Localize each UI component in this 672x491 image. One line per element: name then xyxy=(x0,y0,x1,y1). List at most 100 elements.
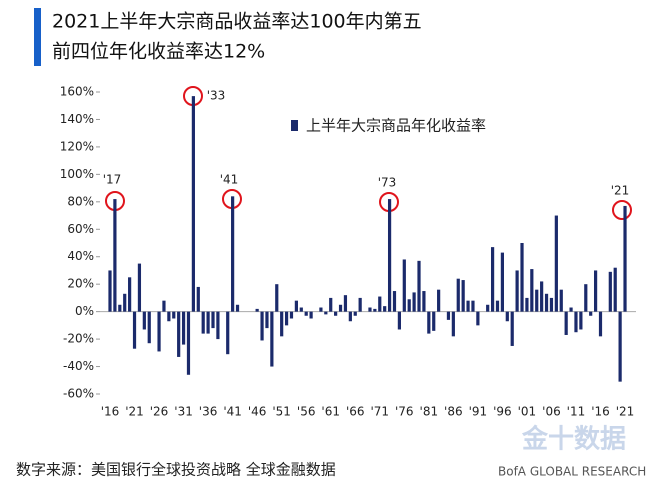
bar xyxy=(495,300,500,312)
bar xyxy=(387,199,392,312)
highlight-circles xyxy=(105,86,632,220)
bar xyxy=(383,306,387,312)
bar xyxy=(500,252,504,312)
x-tick-label: '31 xyxy=(174,405,193,419)
bar xyxy=(358,297,362,312)
bar xyxy=(157,311,161,352)
legend-label: 上半年大宗商品年化收益率 xyxy=(306,117,486,135)
bar xyxy=(343,295,348,312)
x-tick-label: '96 xyxy=(493,405,512,419)
x-tick-label: '76 xyxy=(395,405,414,419)
bar xyxy=(515,270,519,312)
bar xyxy=(348,311,352,322)
annotation: '17 xyxy=(103,173,122,187)
bar xyxy=(427,311,431,334)
bar xyxy=(554,215,558,312)
bar xyxy=(574,311,578,333)
bar xyxy=(451,311,455,337)
x-tick-label: '36 xyxy=(199,405,218,419)
bar xyxy=(206,311,210,334)
bar xyxy=(304,311,308,316)
y-tick-label: -40% xyxy=(63,359,94,373)
x-tick-label: '26 xyxy=(150,405,169,419)
bar xyxy=(535,289,539,312)
bar xyxy=(191,96,195,312)
bar xyxy=(147,311,151,344)
annotation: '41 xyxy=(220,173,239,187)
bar xyxy=(201,311,205,334)
x-tick-label: '16 xyxy=(101,405,120,419)
x-tick-label: '06 xyxy=(542,405,561,419)
bar xyxy=(579,311,583,330)
bar xyxy=(593,270,598,312)
y-tick-label: 0% xyxy=(75,304,94,318)
bar xyxy=(618,311,622,382)
bar xyxy=(338,304,343,312)
bar xyxy=(598,311,603,337)
y-tick-label: -20% xyxy=(63,332,94,346)
bar xyxy=(397,311,401,330)
bar xyxy=(490,247,495,312)
bar xyxy=(275,284,279,312)
bar xyxy=(186,311,191,375)
bar xyxy=(137,263,142,312)
y-tick-label: 40% xyxy=(67,249,94,263)
bar xyxy=(525,297,529,312)
bar xyxy=(353,311,357,316)
title-accent xyxy=(34,8,41,66)
bar xyxy=(402,259,406,312)
chart-subtitle: 前四位年化收益率达12% xyxy=(52,41,265,63)
bar xyxy=(162,300,166,312)
y-tick-label: 80% xyxy=(67,194,94,208)
bar xyxy=(226,311,230,355)
legend-swatch xyxy=(291,120,298,131)
x-tick-label: '41 xyxy=(223,405,242,419)
bar xyxy=(255,308,259,312)
bar xyxy=(132,311,137,349)
x-tick-label: '16 xyxy=(591,405,610,419)
bar xyxy=(471,300,475,312)
bar xyxy=(466,300,470,312)
x-tick-label: '81 xyxy=(420,405,439,419)
bar xyxy=(142,311,146,330)
y-tick-label: 60% xyxy=(67,222,94,236)
bar xyxy=(319,307,323,312)
bar xyxy=(118,304,122,312)
bar xyxy=(235,304,240,312)
bar xyxy=(324,311,328,315)
bar xyxy=(544,293,549,312)
y-tick-label: 100% xyxy=(60,167,94,181)
bar xyxy=(294,300,298,312)
bar xyxy=(520,243,524,312)
x-tick-label: '11 xyxy=(567,405,586,419)
source: 数字来源：美国银行全球投资战略 全球金融数据 xyxy=(16,461,336,479)
annotation: '73 xyxy=(378,176,397,190)
x-tick-label: '71 xyxy=(370,405,389,419)
bar xyxy=(569,307,573,312)
bar xyxy=(446,311,451,320)
bar xyxy=(373,308,377,312)
bar xyxy=(608,271,612,312)
bar xyxy=(128,277,132,312)
bar xyxy=(564,311,568,335)
bar xyxy=(486,304,490,312)
bar xyxy=(422,291,426,312)
bar xyxy=(559,289,563,312)
x-tick-label: '86 xyxy=(444,405,463,419)
annotation: '33 xyxy=(207,89,226,103)
chart-title: 2021上半年大宗商品收益率达100年内第五 xyxy=(52,11,422,33)
bar xyxy=(270,311,274,367)
bar xyxy=(530,269,534,312)
x-tick-label: '46 xyxy=(248,405,267,419)
bar xyxy=(623,205,627,312)
bar xyxy=(334,311,338,316)
x-tick-label: '51 xyxy=(272,405,291,419)
bar xyxy=(113,199,117,312)
bar xyxy=(476,311,480,326)
bar xyxy=(392,291,397,312)
y-tick-label: 20% xyxy=(67,277,94,291)
bar xyxy=(540,281,544,312)
bar xyxy=(196,286,200,312)
annotation: '21 xyxy=(611,184,630,198)
